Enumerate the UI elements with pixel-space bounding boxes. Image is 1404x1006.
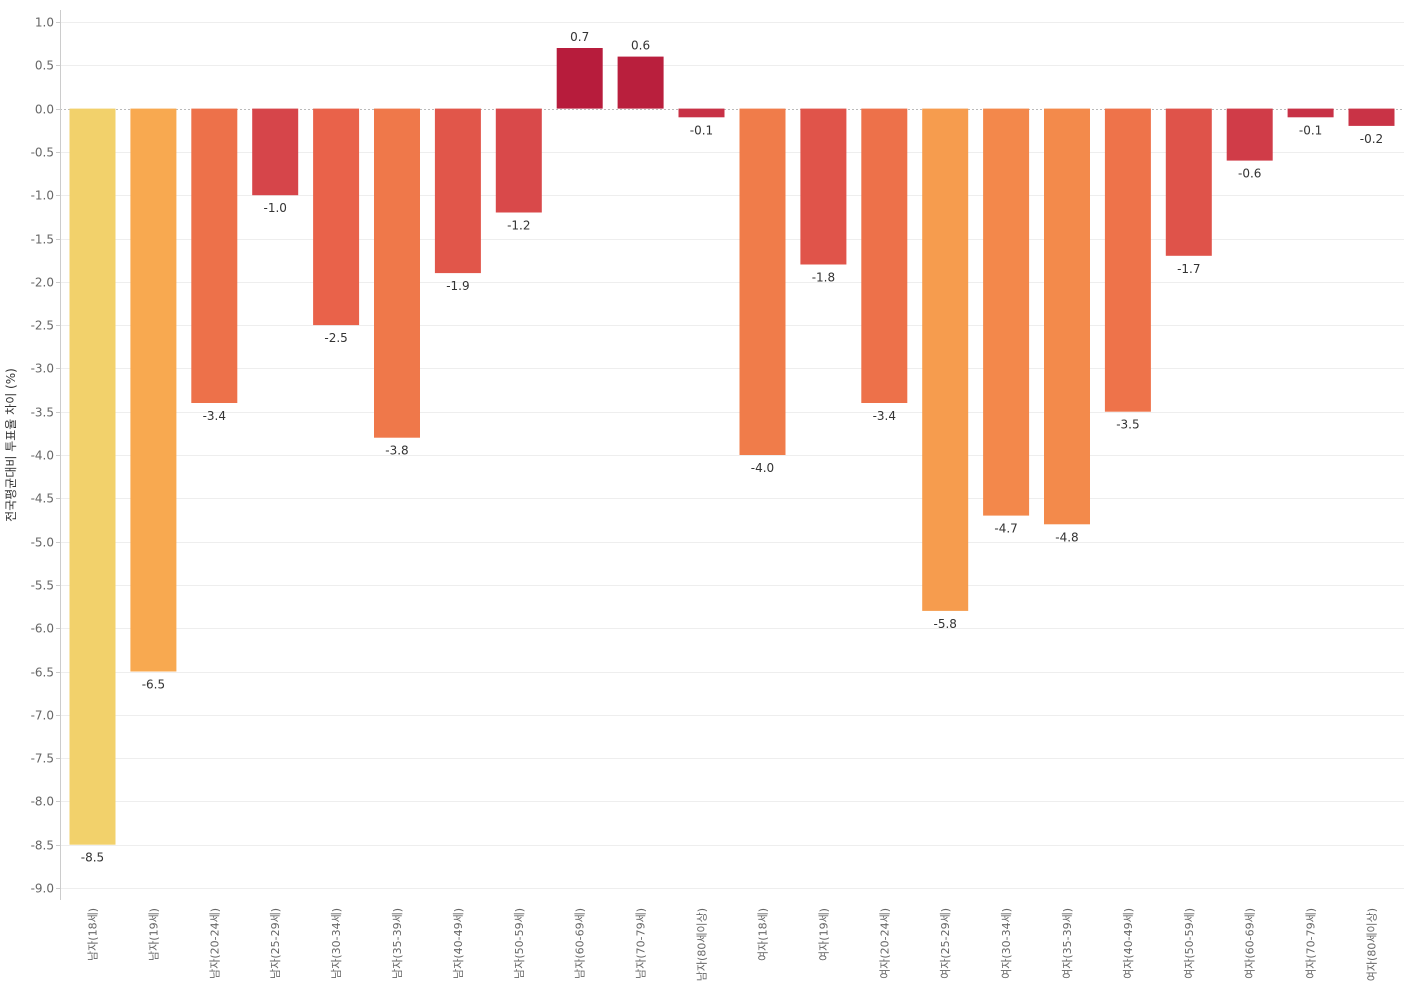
x-tick-label: 남자(30-34세) [330,908,343,979]
y-tick-label: 0.5 [35,59,54,73]
data-label: -3.4 [873,409,896,423]
x-tick-label: 여자(19세) [817,908,830,961]
bar-21[interactable] [1287,108,1334,118]
y-tick-label: -7.0 [31,709,54,723]
y-tick-label: -0.5 [31,146,54,160]
bar-12[interactable] [739,108,786,455]
y-tick-label: 0.0 [35,103,54,117]
y-tick-label: -1.5 [31,233,54,247]
data-label: -1.7 [1177,262,1200,276]
y-tick-label: -6.0 [31,622,54,636]
data-label: -0.1 [690,123,713,137]
data-label: 0.6 [631,39,650,53]
x-tick-label: 남자(70-79세) [635,908,648,979]
bar-20[interactable] [1226,108,1273,161]
x-tick-label: 남자(35-39세) [391,908,404,979]
bar-15[interactable] [922,108,969,611]
y-tick-label: -5.0 [31,536,54,550]
data-label: -0.6 [1238,167,1261,181]
bar-2[interactable] [130,108,177,672]
bar-10[interactable] [617,56,664,109]
data-label: -4.8 [1055,530,1078,544]
y-tick-label: -5.5 [31,579,54,593]
x-tick-label: 여자(25-29세) [939,908,952,979]
bar-7[interactable] [434,108,481,274]
y-tick-label: -4.5 [31,492,54,506]
x-tick-label: 남자(25-29세) [269,908,282,979]
bar-14[interactable] [861,108,908,403]
data-label: -5.8 [933,617,956,631]
y-axis: 1.0 0.5 0.0 -0.5 -1.0 -1.5 -2.0 -2.5 -3.0 -3.5 -4.… [31,10,61,900]
data-label: -6.5 [142,678,165,692]
data-label: -0.1 [1299,123,1322,137]
data-label: -3.4 [203,409,226,423]
data-label: -1.9 [446,279,469,293]
y-tick-label: -8.5 [31,839,54,853]
x-tick-label: 여자(35-39세) [1061,908,1074,979]
bar-4[interactable] [252,108,299,196]
x-tick-label: 여자(50-59세) [1183,908,1196,979]
y-tick-label: -6.5 [31,666,54,680]
data-label: -1.8 [812,271,835,285]
bar-19[interactable] [1165,108,1212,256]
x-tick-label: 남자(19세) [147,908,160,961]
data-label: -4.0 [751,461,774,475]
bar-11[interactable] [678,108,725,118]
x-tick-label: 남자(50-59세) [513,908,526,979]
x-tick-label: 남자(20-24세) [208,908,221,979]
data-label: -3.5 [1116,418,1139,432]
bar-5[interactable] [313,108,360,326]
bar-13[interactable] [800,108,847,265]
x-tick-label: 여자(18세) [757,908,770,961]
data-label: -1.2 [507,219,530,233]
data-label: -8.5 [81,851,104,865]
x-tick-label: 남자(80세이상) [696,908,709,981]
y-tick-label: -1.0 [31,189,54,203]
y-tick-label: -3.5 [31,406,54,420]
bar-9[interactable] [556,48,603,109]
bar-18[interactable] [1104,108,1151,412]
y-tick-label: -2.5 [31,319,54,333]
data-label: 0.7 [570,30,589,44]
y-tick-label: -7.5 [31,752,54,766]
grid-layer [60,22,1404,889]
x-tick-label: 여자(80세이상) [1366,908,1379,981]
y-tick-label: 1.0 [35,16,54,30]
bar-16[interactable] [983,108,1030,516]
bar-17[interactable] [1044,108,1090,525]
x-tick-label: 남자(60-69세) [574,908,587,979]
data-label: -2.5 [324,331,347,345]
y-tick-label: -4.0 [31,449,54,463]
bar-3[interactable] [191,108,238,403]
y-tick-label: -3.0 [31,362,54,376]
data-label: -1.0 [263,201,286,215]
x-axis: 남자(18세) 남자(19세) 남자(20-24세) 남자(25-29세) 남자(30-… [87,908,1379,981]
x-tick-label: 여자(30-34세) [1000,908,1013,979]
bar-22[interactable] [1348,108,1395,126]
bar-8[interactable] [495,108,542,213]
x-tick-label: 여자(20-24세) [878,908,891,979]
x-tick-label: 여자(40-49세) [1122,908,1135,979]
x-tick-label: 여자(70-79세) [1305,908,1318,979]
y-tick-label: -8.0 [31,795,54,809]
data-label: -0.2 [1360,132,1383,146]
bar-6[interactable] [374,108,420,438]
y-tick-label: -9.0 [31,882,54,896]
bars [69,48,1395,845]
data-label: -3.8 [385,444,408,458]
data-labels: -8.5 -6.5 -3.4 -1.0 -2.5 -3.8 -1.9 -1.2 0.7 0.6 -0… [81,30,1383,865]
bar-1[interactable] [69,108,116,845]
y-axis-title: 전국평균대비 투표율 차이 (%) [4,368,18,522]
y-tick-label: -2.0 [31,276,54,290]
x-tick-label: 남자(40-49세) [452,908,465,979]
x-tick-label: 남자(18세) [87,908,100,961]
data-label: -4.7 [994,522,1017,536]
x-tick-label: 여자(60-69세) [1244,908,1257,979]
